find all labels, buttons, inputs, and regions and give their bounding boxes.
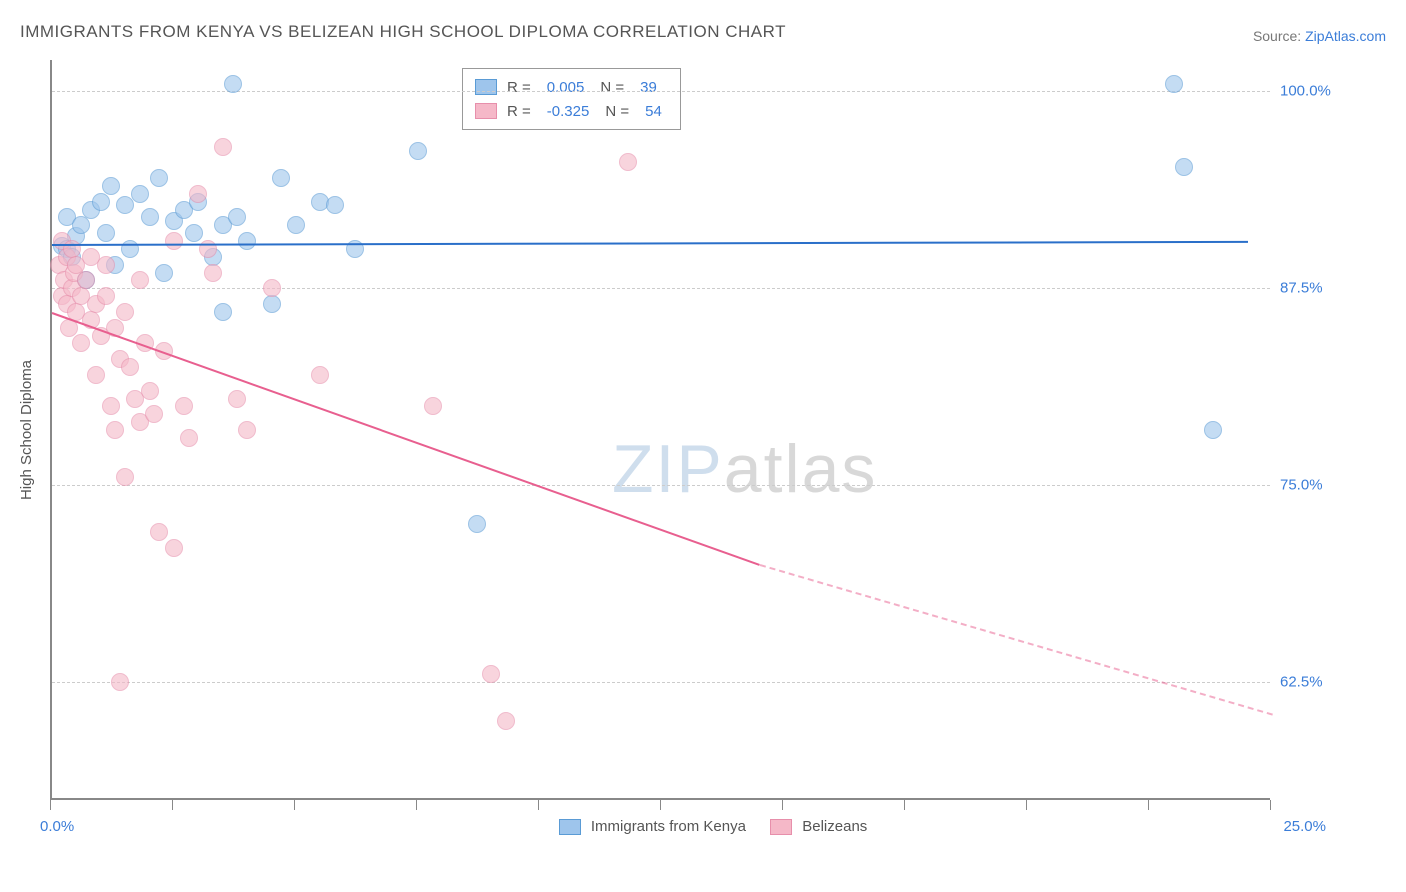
scatter-point-b (106, 421, 124, 439)
swatch-bottom-a (559, 819, 581, 835)
source-credit: Source: ZipAtlas.com (1253, 28, 1386, 44)
chart-title: IMMIGRANTS FROM KENYA VS BELIZEAN HIGH S… (20, 22, 786, 42)
swatch-bottom-b (770, 819, 792, 835)
scatter-point-b (116, 303, 134, 321)
x-tick (904, 800, 905, 810)
scatter-point-a (141, 208, 159, 226)
legend-row-a: R = 0.005 N = 39 (475, 75, 668, 99)
scatter-point-b (150, 523, 168, 541)
x-tick (1148, 800, 1149, 810)
scatter-point-b (97, 287, 115, 305)
scatter-point-b (497, 712, 515, 730)
watermark: ZIPatlas (612, 430, 877, 508)
legend-label-b: Belizeans (802, 818, 867, 835)
scatter-point-b (175, 397, 193, 415)
scatter-point-a (185, 224, 203, 242)
scatter-point-a (1165, 75, 1183, 93)
scatter-point-b (238, 421, 256, 439)
x-tick (416, 800, 417, 810)
scatter-point-a (409, 142, 427, 160)
scatter-point-a (287, 216, 305, 234)
scatter-point-b (228, 390, 246, 408)
scatter-point-b (121, 358, 139, 376)
y-tick-label: 62.5% (1280, 673, 1323, 690)
scatter-point-a (121, 240, 139, 258)
scatter-point-b (204, 264, 222, 282)
scatter-point-b (141, 382, 159, 400)
x-tick (50, 800, 51, 810)
x-tick (782, 800, 783, 810)
scatter-point-a (97, 224, 115, 242)
scatter-point-a (238, 232, 256, 250)
gridline (52, 288, 1270, 289)
scatter-point-b (482, 665, 500, 683)
y-axis-title: High School Diploma (18, 360, 35, 500)
scatter-point-b (311, 366, 329, 384)
n-value-a: 39 (640, 79, 657, 96)
r-value-b: -0.325 (547, 103, 590, 120)
scatter-point-b (77, 271, 95, 289)
scatter-point-a (326, 196, 344, 214)
correlation-legend: R = 0.005 N = 39 R = -0.325 N = 54 (462, 68, 681, 130)
x-tick (1026, 800, 1027, 810)
x-tick (294, 800, 295, 810)
source-link[interactable]: ZipAtlas.com (1305, 28, 1386, 44)
scatter-point-b (111, 673, 129, 691)
scatter-point-b (263, 279, 281, 297)
scatter-point-b (102, 397, 120, 415)
scatter-point-b (145, 405, 163, 423)
scatter-point-a (228, 208, 246, 226)
scatter-point-a (155, 264, 173, 282)
swatch-series-b (475, 103, 497, 119)
gridline (52, 485, 1270, 486)
x-tick (538, 800, 539, 810)
legend-row-b: R = -0.325 N = 54 (475, 99, 668, 123)
y-tick-label: 87.5% (1280, 280, 1323, 297)
series-legend: Immigrants from Kenya Belizeans (0, 818, 1406, 835)
scatter-point-a (468, 515, 486, 533)
scatter-point-b (72, 334, 90, 352)
chart-plot-area: ZIPatlas R = 0.005 N = 39 R = -0.325 N =… (50, 60, 1270, 800)
scatter-point-b (165, 539, 183, 557)
swatch-series-a (475, 79, 497, 95)
scatter-point-a (102, 177, 120, 195)
gridline (52, 682, 1270, 683)
scatter-point-a (72, 216, 90, 234)
x-tick (660, 800, 661, 810)
scatter-point-a (1204, 421, 1222, 439)
scatter-point-b (131, 271, 149, 289)
scatter-point-a (150, 169, 168, 187)
scatter-point-a (272, 169, 290, 187)
watermark-zip: ZIP (612, 431, 724, 507)
y-tick-label: 100.0% (1280, 83, 1331, 100)
scatter-point-b (165, 232, 183, 250)
scatter-point-a (131, 185, 149, 203)
scatter-point-b (189, 185, 207, 203)
y-tick-label: 75.0% (1280, 477, 1323, 494)
scatter-point-b (619, 153, 637, 171)
scatter-point-b (97, 256, 115, 274)
scatter-point-b (180, 429, 198, 447)
n-value-b: 54 (645, 103, 662, 120)
watermark-atlas: atlas (724, 431, 878, 507)
trend-line (52, 241, 1248, 246)
x-tick (172, 800, 173, 810)
scatter-point-a (214, 303, 232, 321)
r-value-a: 0.005 (547, 79, 585, 96)
scatter-point-a (263, 295, 281, 313)
scatter-point-b (214, 138, 232, 156)
scatter-point-a (92, 193, 110, 211)
scatter-point-a (224, 75, 242, 93)
x-tick (1270, 800, 1271, 810)
scatter-point-b (424, 397, 442, 415)
scatter-point-a (1175, 158, 1193, 176)
legend-label-a: Immigrants from Kenya (591, 818, 746, 835)
scatter-point-b (87, 366, 105, 384)
trend-line (759, 564, 1272, 715)
source-label: Source: (1253, 28, 1301, 44)
scatter-point-b (116, 468, 134, 486)
